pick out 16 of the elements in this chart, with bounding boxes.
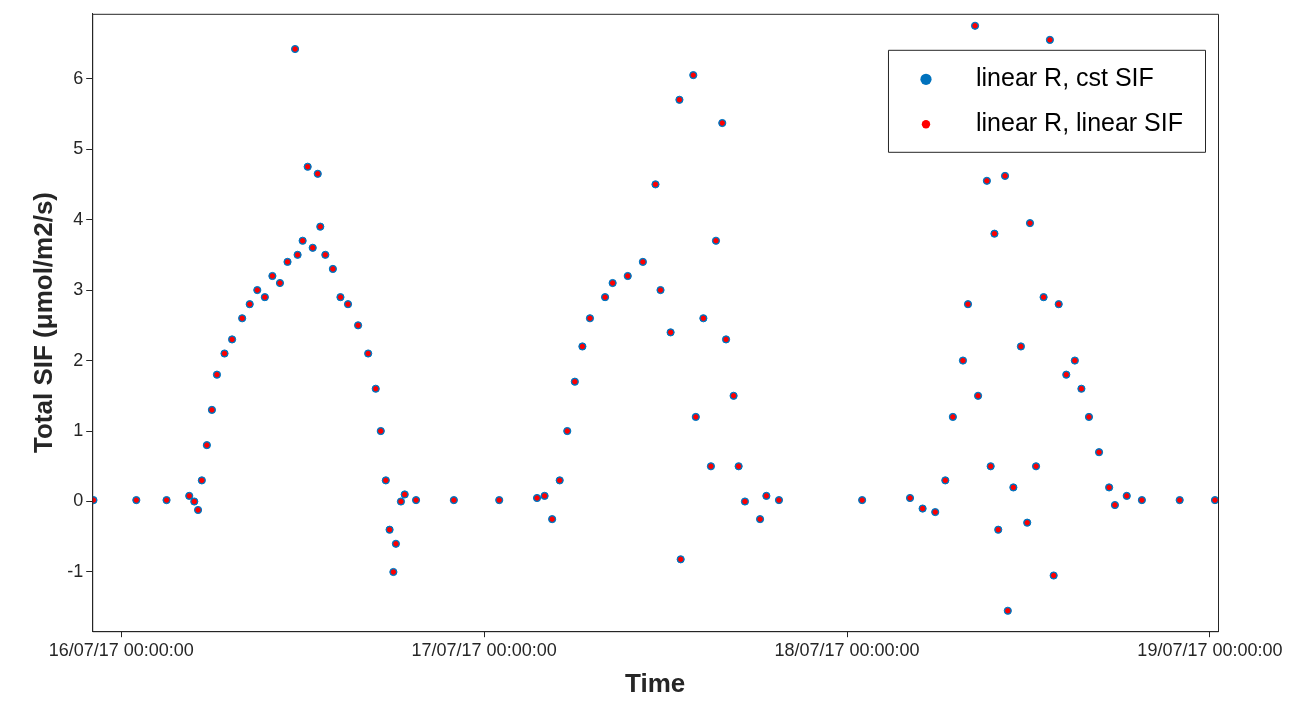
y-tick-label: 3	[73, 279, 84, 300]
y-axis-title: Total SIF (μmol/m2/s)	[27, 191, 58, 454]
x-tick-label: 18/07/17 00:00:00	[774, 639, 920, 660]
y-tick-label: 0	[73, 490, 84, 511]
y-tick-label: 6	[73, 67, 84, 88]
y-tick-label: 5	[73, 138, 84, 159]
y-tick-label: 2	[73, 349, 84, 370]
y-tick-label: 1	[73, 420, 84, 441]
x-tick-label: 19/07/17 00:00:00	[1137, 639, 1283, 660]
legend-label: linear R, linear SIF	[975, 108, 1184, 137]
x-axis-title: Time	[624, 667, 686, 698]
x-tick-label: 17/07/17 00:00:00	[411, 639, 557, 660]
y-tick-label: 4	[73, 208, 84, 229]
x-tick-label: 16/07/17 00:00:00	[48, 639, 194, 660]
y-tick-label: -1	[67, 560, 84, 581]
legend-label: linear R, cst SIF	[975, 63, 1154, 92]
